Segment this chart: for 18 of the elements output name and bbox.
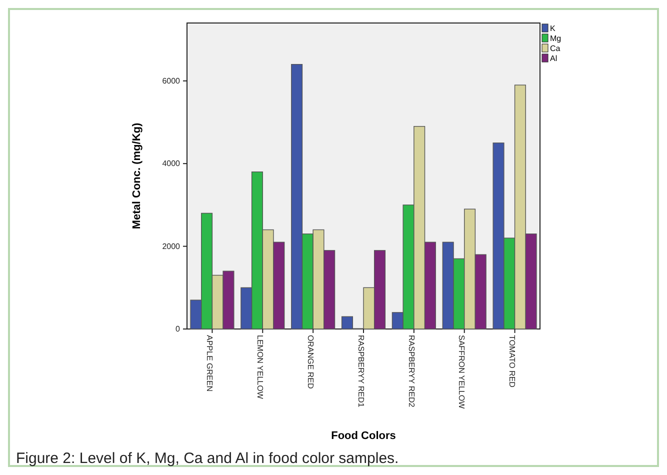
legend-label: Ca	[550, 44, 561, 53]
caption: Figure 2: Level of K, Mg, Ca and Al in food color samples.	[16, 450, 399, 467]
x-axis-title: Food Colors	[331, 430, 396, 442]
y-tick-label: 6000	[162, 76, 181, 86]
x-tick-label: ORANGE RED	[306, 335, 315, 390]
legend-label: Mg	[550, 34, 562, 43]
x-tick-label: SAFFRON YELLOW	[457, 335, 466, 410]
legend-label: K	[550, 24, 556, 33]
y-tick-label: 0	[176, 324, 181, 334]
x-tick-label: RASPBERYY RED2	[406, 335, 416, 408]
y-tick-label: 4000	[162, 159, 181, 168]
y-axis-title: Metal Conc. (mg/Kg)	[131, 122, 143, 230]
x-tick-label: APPLE GREEN	[205, 335, 214, 392]
y-tick-label: 2000	[162, 242, 181, 251]
legend-label: Al	[550, 54, 558, 63]
x-tick-label: LEMON YELLOW	[256, 335, 265, 400]
x-tick-label: RASPBERYY RED1	[356, 335, 366, 408]
x-tick-label: TOMATO RED	[508, 335, 517, 388]
